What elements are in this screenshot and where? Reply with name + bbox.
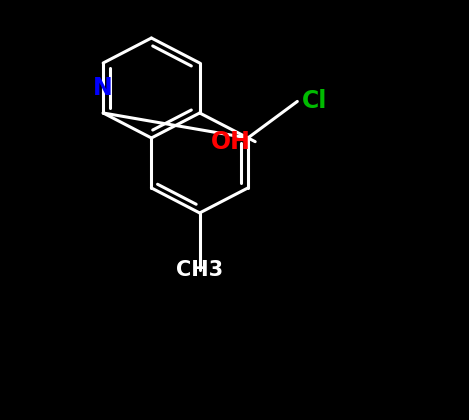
Text: OH: OH xyxy=(211,130,250,154)
Text: CH3: CH3 xyxy=(176,260,223,280)
Text: N: N xyxy=(93,76,113,100)
Text: Cl: Cl xyxy=(302,89,327,113)
